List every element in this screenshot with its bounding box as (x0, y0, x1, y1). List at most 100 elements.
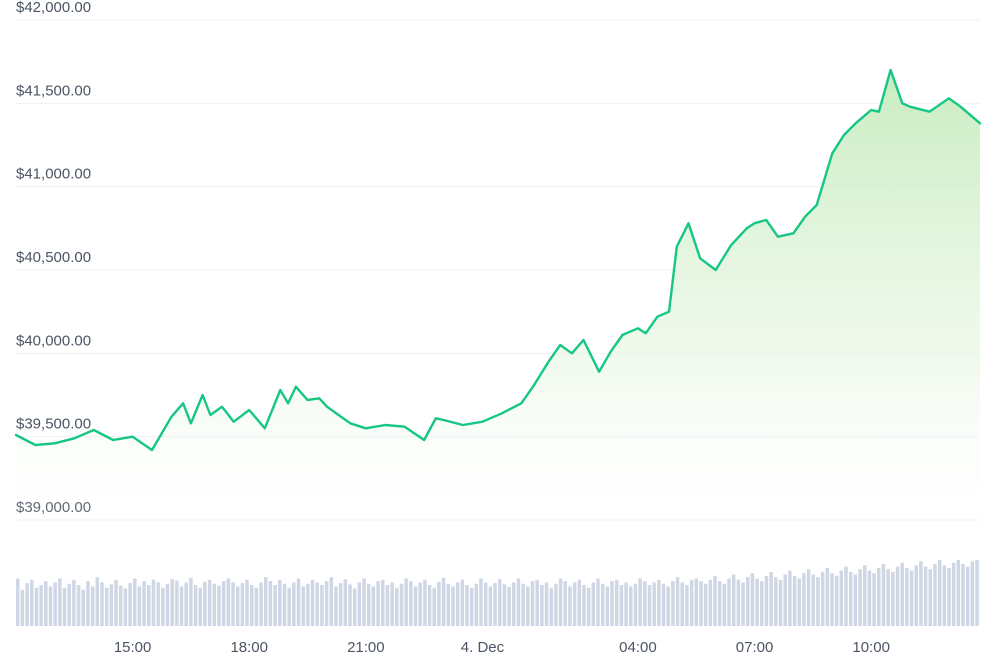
volume-bar (867, 570, 872, 626)
volume-bar (189, 577, 193, 626)
volume-bar (362, 578, 366, 626)
volume-bar (863, 565, 867, 626)
volume-bar (783, 574, 787, 626)
volume-bar (418, 582, 422, 626)
volume-bar (830, 573, 834, 626)
volume-bar (114, 579, 118, 626)
volume-bar (296, 578, 301, 626)
volume-bar (886, 569, 890, 626)
volume-bar (516, 578, 521, 626)
volume-bar (750, 573, 755, 626)
volume-bar (118, 585, 123, 626)
volume-bar (460, 579, 465, 626)
volume-bar (249, 585, 254, 626)
volume-bar (198, 587, 202, 626)
volume-bar (151, 579, 156, 626)
volume-bar (563, 581, 567, 626)
volume-bar (348, 584, 352, 626)
volume-bar (853, 574, 858, 626)
volume-bar (147, 585, 151, 626)
volume-bar (39, 585, 43, 626)
volume-bar (736, 579, 741, 626)
volume-bar (58, 578, 62, 626)
volume-bar (502, 584, 507, 626)
volume-bar (493, 583, 497, 626)
x-tick-label: 10:00 (852, 639, 890, 656)
volume-bar (722, 583, 727, 626)
volume-bar (937, 560, 942, 626)
volume-bar (488, 586, 493, 626)
volume-bar (614, 579, 619, 626)
volume-bar (760, 581, 764, 626)
volume-bar (877, 567, 881, 626)
volume-bar (699, 581, 703, 626)
volume-bar (100, 582, 104, 626)
volume-bar (540, 585, 544, 626)
volume-bar (399, 583, 404, 626)
volume-bar (605, 586, 610, 626)
volume-bar (334, 586, 338, 626)
volume-bar (282, 583, 287, 626)
volume-bar (619, 585, 624, 626)
volume-bar (806, 569, 811, 626)
volume-bar (203, 581, 207, 626)
volume-bar (338, 583, 343, 626)
volume-bar (90, 586, 95, 626)
volume-bar (381, 579, 385, 626)
volume-bar (769, 571, 773, 626)
volume-bar (142, 581, 146, 626)
volume-bar (371, 586, 376, 626)
volume-bar (207, 579, 212, 626)
volume-bar (30, 579, 34, 626)
volume-bar (81, 589, 85, 626)
volume-bar (67, 583, 71, 626)
volume-bar (86, 581, 90, 626)
volume-bar (872, 573, 876, 626)
volume-bar (521, 583, 525, 626)
x-tick-label: 18:00 (230, 639, 268, 656)
volume-bar (624, 582, 628, 626)
volume-bar (905, 567, 909, 626)
volume-bar (217, 585, 221, 626)
volume-bar (324, 581, 329, 626)
volume-bar (811, 574, 816, 626)
y-tick-label: $39,500.00 (16, 416, 91, 433)
volume-bar (629, 586, 633, 626)
volume-bar (48, 586, 53, 626)
volume-bar (909, 570, 914, 626)
volume-bar (797, 578, 801, 626)
volume-bar (221, 581, 226, 626)
volume-bar (970, 561, 975, 626)
volume-bar (596, 578, 600, 626)
volume-bar (432, 587, 436, 626)
volume-bar (109, 584, 114, 626)
volume-bar (685, 585, 689, 626)
volume-bar (320, 585, 324, 626)
x-tick-label: 04:00 (619, 639, 657, 656)
volume-bar (549, 587, 553, 626)
volume-bar (474, 583, 479, 626)
volume-bar (409, 581, 413, 626)
volume-bar (774, 577, 778, 626)
volume-bar (544, 582, 549, 626)
volume-bar (469, 587, 474, 626)
volume-bar (610, 581, 614, 626)
volume-bar (404, 578, 408, 626)
volume-bar (919, 561, 923, 626)
volume-bar (975, 560, 979, 626)
volume-bar (526, 586, 530, 626)
volume-bar (413, 586, 418, 626)
volume-bar (586, 587, 591, 626)
volume-bar (25, 583, 29, 626)
volume-bar (582, 585, 586, 626)
volume-bar (427, 585, 432, 626)
volume-bar (965, 566, 970, 626)
volume-bar (292, 582, 296, 626)
volume-bar (76, 585, 81, 626)
volume-bar (600, 583, 605, 626)
volume-bar (671, 581, 675, 626)
volume-bar (951, 562, 956, 626)
volume-bar (914, 565, 918, 626)
volume-bar (479, 578, 483, 626)
volume-bar (713, 575, 717, 626)
